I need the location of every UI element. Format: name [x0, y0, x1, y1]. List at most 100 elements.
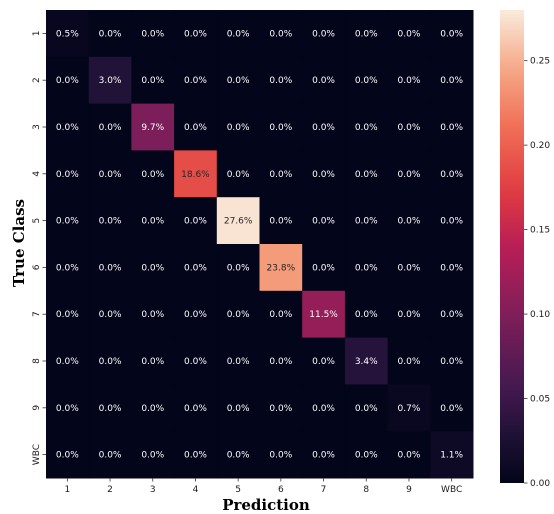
- cell-value-label: 0.0%: [141, 76, 164, 86]
- heatmap-cell: [302, 244, 346, 292]
- colorbar-tick-label: 0.00: [530, 479, 550, 489]
- cell-value-label: 0.0%: [312, 404, 335, 414]
- cell-value-label: 0.0%: [312, 29, 335, 39]
- cell-value-label: 0.0%: [312, 263, 335, 273]
- heatmap-cell: [430, 10, 474, 58]
- cell-value-label: 3.4%: [355, 357, 378, 367]
- heatmap-cell: [174, 197, 218, 245]
- cell-value-label: 0.0%: [398, 310, 421, 320]
- cell-value-label: 0.0%: [440, 263, 463, 273]
- heatmap-cell: [216, 150, 260, 198]
- heatmap-cell: [259, 431, 303, 479]
- cell-value-label: 0.0%: [269, 451, 292, 461]
- heatmap-cell: [344, 431, 389, 479]
- heatmap-cell: [344, 197, 389, 245]
- x-axis-title: Prediction: [222, 496, 310, 514]
- cell-value-label: 0.0%: [141, 263, 164, 273]
- heatmap-cell: [174, 10, 218, 58]
- cell-value-label: 0.0%: [440, 76, 463, 86]
- x-tick-label: 1: [64, 485, 70, 495]
- heatmap-cell: [387, 244, 431, 292]
- heatmap-cell: [302, 337, 346, 385]
- cell-value-label: 0.0%: [56, 170, 79, 180]
- y-tick-label: 4: [32, 171, 42, 177]
- heatmap-cell: [344, 10, 389, 58]
- heatmap-cell: [387, 150, 431, 198]
- heatmap-cell: [344, 103, 389, 151]
- cell-value-label: 0.0%: [227, 310, 250, 320]
- heatmap-cell: [430, 197, 474, 245]
- heatmap-cell: [430, 103, 474, 151]
- x-tick-label: 7: [321, 485, 327, 495]
- heatmap-cell: [216, 10, 260, 58]
- heatmap-cell: [46, 10, 90, 58]
- heatmap-cell: [46, 337, 90, 385]
- cell-value-label: 0.0%: [184, 451, 207, 461]
- heatmap-cell: [174, 384, 218, 432]
- heatmap-cell: [302, 150, 346, 198]
- heatmap-cell: [430, 431, 474, 479]
- heatmap-cell: [131, 431, 175, 479]
- cell-value-label: 0.0%: [355, 170, 378, 180]
- cell-value-label: 0.0%: [184, 263, 207, 273]
- cell-value-label: 0.0%: [99, 451, 122, 461]
- cell-value-label: 0.0%: [440, 123, 463, 133]
- heatmap-cell: [216, 290, 260, 339]
- colorbar-tick-label: 0.05: [530, 395, 550, 405]
- heatmap-cell: [88, 56, 132, 105]
- cell-value-label: 0.0%: [227, 123, 250, 133]
- heatmap-cell: [174, 290, 218, 339]
- heatmap-cell: [216, 56, 260, 105]
- heatmap-cell: [259, 384, 303, 432]
- heatmap-cell: [259, 290, 303, 339]
- cell-value-label: 11.5%: [309, 310, 338, 320]
- cell-value-label: 0.0%: [56, 404, 79, 414]
- cell-value-label: 18.6%: [181, 170, 210, 180]
- heatmap-cell: [174, 56, 218, 105]
- heatmap-cell: [174, 431, 218, 479]
- cell-value-label: 0.0%: [184, 404, 207, 414]
- colorbar-tick-label: 0.15: [530, 226, 550, 236]
- cell-value-label: 0.0%: [312, 217, 335, 227]
- cell-value-label: 0.0%: [99, 217, 122, 227]
- cell-value-label: 0.0%: [398, 217, 421, 227]
- heatmap-cell: [387, 431, 431, 479]
- heatmap-cell: [131, 290, 175, 339]
- y-tick-label: WBC: [32, 444, 42, 465]
- cell-value-label: 0.0%: [269, 170, 292, 180]
- cell-value-label: 0.0%: [99, 29, 122, 39]
- cell-value-label: 0.0%: [440, 310, 463, 320]
- heatmap-cell: [344, 384, 389, 432]
- cell-value-label: 0.0%: [398, 263, 421, 273]
- heatmap-cell: [344, 290, 389, 339]
- heatmap-cell: [88, 103, 132, 151]
- heatmap-cell: [387, 337, 431, 385]
- colorbar-tick-label: 0.20: [530, 141, 550, 151]
- heatmap-cell: [387, 56, 431, 105]
- cell-value-label: 0.0%: [141, 310, 164, 320]
- heatmap-cell: [387, 103, 431, 151]
- cell-value-label: 0.0%: [269, 310, 292, 320]
- cell-value-label: 0.0%: [355, 123, 378, 133]
- heatmap-cell: [88, 197, 132, 245]
- heatmap-cell: [302, 384, 346, 432]
- heatmap-cell: [174, 337, 218, 385]
- x-tick-label: 9: [406, 485, 412, 495]
- cell-value-label: 0.0%: [440, 29, 463, 39]
- cell-value-label: 0.0%: [99, 170, 122, 180]
- heatmap-cell: [46, 244, 90, 292]
- cell-value-label: 0.0%: [141, 170, 164, 180]
- heatmap-cell: [259, 103, 303, 151]
- cell-value-label: 0.0%: [269, 404, 292, 414]
- heatmap-cell: [131, 10, 175, 58]
- heatmap-cell: [344, 150, 389, 198]
- cell-value-label: 0.0%: [355, 263, 378, 273]
- cell-value-label: 0.0%: [56, 310, 79, 320]
- y-axis: 1 2 3 4 5 6 7 8 9 WBC: [32, 31, 46, 465]
- heatmap-cell: [216, 431, 260, 479]
- heatmap-cell: [46, 197, 90, 245]
- cell-value-label: 0.0%: [99, 310, 122, 320]
- cell-value-label: 0.0%: [227, 29, 250, 39]
- heatmap-cell: [259, 197, 303, 245]
